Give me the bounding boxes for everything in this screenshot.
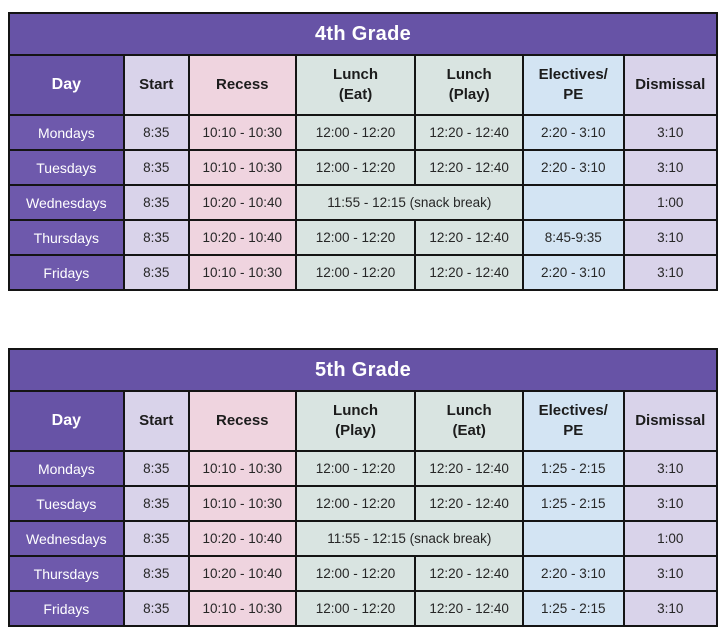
dismissal-cell: 3:10: [622, 450, 718, 487]
start-cell: 8:35: [122, 149, 190, 186]
start-cell: 8:35: [122, 520, 190, 557]
recess-cell: 10:10 - 10:30: [187, 114, 297, 151]
start-cell: 8:35: [122, 254, 190, 291]
day-cell: Mondays: [8, 114, 125, 151]
day-cell: Wednesdays: [8, 184, 125, 221]
table-row: Mondays 8:35 10:10 - 10:30 12:00 - 12:20…: [8, 114, 718, 151]
day-cell: Thursdays: [8, 555, 125, 592]
column-header-lunch-play: Lunch (Play): [294, 390, 417, 452]
electives-cell: [521, 520, 625, 557]
lunch-play-cell: 12:20 - 12:40: [414, 114, 524, 151]
table-row: Wednesdays 8:35 10:20 - 10:40 11:55 - 12…: [8, 520, 718, 557]
start-cell: 8:35: [122, 590, 190, 627]
column-header-recess: Recess: [187, 390, 297, 452]
lunch-play-cell: 12:20 - 12:40: [414, 254, 524, 291]
grade-4-schedule-table: 4th Grade Day Start Recess Lunch (Eat) L…: [8, 12, 718, 291]
dismissal-cell: 3:10: [622, 590, 718, 627]
column-header-electives-pe: Electives/ PE: [521, 390, 625, 452]
day-cell: Mondays: [8, 450, 125, 487]
column-header-lunch-eat: Lunch (Eat): [414, 390, 524, 452]
lunch-play-cell: 12:00 - 12:20: [294, 590, 417, 627]
column-header-start: Start: [122, 390, 190, 452]
lunch-play-cell: 12:20 - 12:40: [414, 149, 524, 186]
start-cell: 8:35: [122, 555, 190, 592]
electives-cell: 2:20 - 3:10: [521, 254, 625, 291]
electives-cell: 2:20 - 3:10: [521, 555, 625, 592]
recess-cell: 10:20 - 10:40: [187, 520, 297, 557]
electives-cell: 1:25 - 2:15: [521, 450, 625, 487]
recess-cell: 10:10 - 10:30: [187, 254, 297, 291]
column-header-day: Day: [8, 54, 125, 116]
lunch-eat-cell: 12:20 - 12:40: [414, 555, 524, 592]
lunch-eat-cell: 12:20 - 12:40: [414, 450, 524, 487]
column-header-start: Start: [122, 54, 190, 116]
recess-cell: 10:20 - 10:40: [187, 184, 297, 221]
start-cell: 8:35: [122, 184, 190, 221]
column-header-recess: Recess: [187, 54, 297, 116]
electives-cell: 1:25 - 2:15: [521, 590, 625, 627]
table-title: 5th Grade: [8, 348, 718, 392]
dismissal-cell: 1:00: [622, 520, 718, 557]
table-row: Mondays 8:35 10:10 - 10:30 12:00 - 12:20…: [8, 450, 718, 487]
table-row: Tuesdays 8:35 10:10 - 10:30 12:00 - 12:2…: [8, 485, 718, 522]
column-header-day: Day: [8, 390, 125, 452]
day-cell: Thursdays: [8, 219, 125, 256]
column-header-lunch-play: Lunch (Play): [414, 54, 524, 116]
lunch-eat-cell: 12:20 - 12:40: [414, 590, 524, 627]
dismissal-cell: 3:10: [622, 485, 718, 522]
lunch-eat-cell: 12:00 - 12:20: [294, 149, 417, 186]
table-row: Fridays 8:35 10:10 - 10:30 12:00 - 12:20…: [8, 254, 718, 291]
recess-cell: 10:10 - 10:30: [187, 149, 297, 186]
table-title: 4th Grade: [8, 12, 718, 56]
recess-cell: 10:20 - 10:40: [187, 555, 297, 592]
lunch-eat-cell: 12:20 - 12:40: [414, 485, 524, 522]
electives-cell: [521, 184, 625, 221]
table-row: Fridays 8:35 10:10 - 10:30 12:00 - 12:20…: [8, 590, 718, 627]
day-cell: Fridays: [8, 254, 125, 291]
start-cell: 8:35: [122, 114, 190, 151]
column-header-dismissal: Dismissal: [622, 390, 718, 452]
lunch-eat-cell: 12:00 - 12:20: [294, 219, 417, 256]
lunch-play-cell: 12:00 - 12:20: [294, 555, 417, 592]
lunch-play-cell: 12:20 - 12:40: [414, 219, 524, 256]
dismissal-cell: 3:10: [622, 149, 718, 186]
electives-cell: 1:25 - 2:15: [521, 485, 625, 522]
grade-5-schedule-table: 5th Grade Day Start Recess Lunch (Play) …: [8, 348, 718, 627]
dismissal-cell: 3:10: [622, 555, 718, 592]
column-header-dismissal: Dismissal: [622, 54, 718, 116]
table-row: Wednesdays 8:35 10:20 - 10:40 11:55 - 12…: [8, 184, 718, 221]
recess-cell: 10:20 - 10:40: [187, 219, 297, 256]
start-cell: 8:35: [122, 450, 190, 487]
dismissal-cell: 3:10: [622, 114, 718, 151]
dismissal-cell: 3:10: [622, 254, 718, 291]
column-header-electives-pe: Electives/ PE: [521, 54, 625, 116]
column-header-lunch-eat: Lunch (Eat): [294, 54, 417, 116]
lunch-eat-cell: 12:00 - 12:20: [294, 254, 417, 291]
electives-cell: 8:45-9:35: [521, 219, 625, 256]
start-cell: 8:35: [122, 485, 190, 522]
lunch-eat-cell: 12:00 - 12:20: [294, 114, 417, 151]
dismissal-cell: 3:10: [622, 219, 718, 256]
electives-cell: 2:20 - 3:10: [521, 149, 625, 186]
day-cell: Wednesdays: [8, 520, 125, 557]
day-cell: Tuesdays: [8, 149, 125, 186]
snack-break-cell: 11:55 - 12:15 (snack break): [294, 520, 524, 557]
lunch-play-cell: 12:00 - 12:20: [294, 485, 417, 522]
day-cell: Fridays: [8, 590, 125, 627]
recess-cell: 10:10 - 10:30: [187, 590, 297, 627]
table-row: Tuesdays 8:35 10:10 - 10:30 12:00 - 12:2…: [8, 149, 718, 186]
snack-break-cell: 11:55 - 12:15 (snack break): [294, 184, 524, 221]
recess-cell: 10:10 - 10:30: [187, 450, 297, 487]
table-row: Thursdays 8:35 10:20 - 10:40 12:00 - 12:…: [8, 555, 718, 592]
table-row: Thursdays 8:35 10:20 - 10:40 12:00 - 12:…: [8, 219, 718, 256]
dismissal-cell: 1:00: [622, 184, 718, 221]
start-cell: 8:35: [122, 219, 190, 256]
electives-cell: 2:20 - 3:10: [521, 114, 625, 151]
lunch-play-cell: 12:00 - 12:20: [294, 450, 417, 487]
recess-cell: 10:10 - 10:30: [187, 485, 297, 522]
day-cell: Tuesdays: [8, 485, 125, 522]
